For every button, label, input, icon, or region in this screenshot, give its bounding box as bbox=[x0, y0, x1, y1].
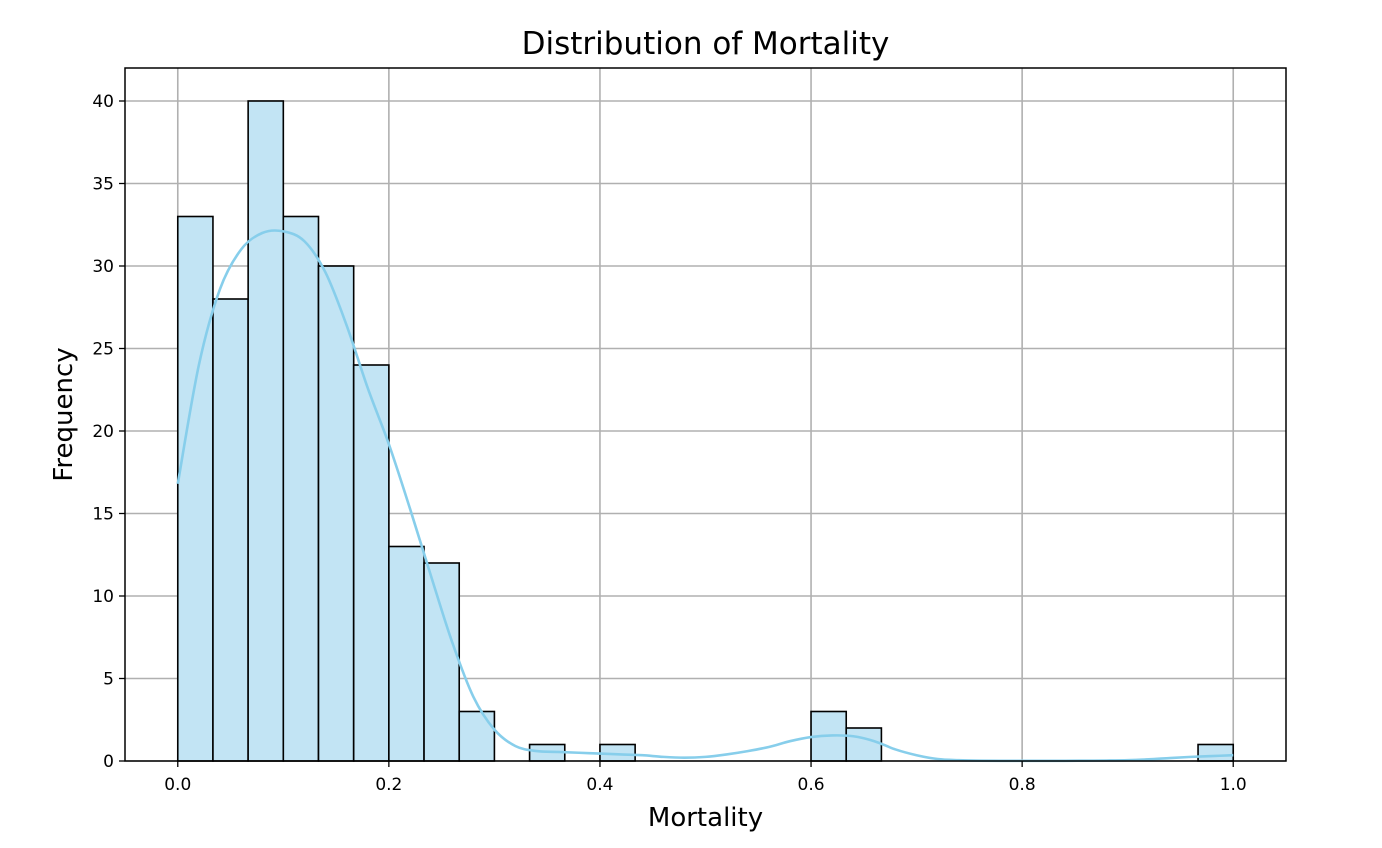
x-tick-label: 0.6 bbox=[798, 775, 825, 795]
histogram-bar bbox=[212, 298, 249, 762]
x-axis-ticks: 0.0 0.2 0.4 0.6 0.8 1.0 bbox=[164, 761, 1247, 795]
x-tick-label: 0.4 bbox=[586, 775, 613, 795]
y-tick-label: 5 bbox=[103, 670, 114, 690]
x-axis-label: Mortality bbox=[648, 803, 763, 833]
histogram-bar bbox=[282, 215, 320, 762]
x-tick-label: 0.2 bbox=[375, 775, 402, 795]
y-tick-label: 10 bbox=[92, 587, 114, 607]
y-tick-label: 40 bbox=[92, 92, 114, 112]
x-tick-label: 1.0 bbox=[1220, 775, 1247, 795]
histogram-bar bbox=[458, 710, 496, 762]
histogram-bar bbox=[176, 215, 214, 762]
histogram-bar bbox=[845, 727, 883, 762]
y-tick-label: 0 bbox=[103, 752, 114, 772]
x-tick-label: 0.0 bbox=[164, 775, 191, 795]
histogram-bar bbox=[317, 265, 355, 762]
plot-frame bbox=[124, 67, 1287, 762]
histogram-bar bbox=[247, 100, 285, 762]
x-tick-label: 0.8 bbox=[1009, 775, 1036, 795]
y-tick-label: 20 bbox=[92, 422, 114, 442]
y-tick-label: 15 bbox=[92, 505, 114, 525]
y-tick-label: 30 bbox=[92, 257, 114, 277]
chart-title: Distribution of Mortality bbox=[522, 26, 890, 62]
histogram-bar bbox=[388, 545, 425, 762]
y-tick-label: 35 bbox=[92, 175, 114, 195]
y-tick-label: 25 bbox=[92, 340, 114, 360]
histogram-bar bbox=[423, 562, 461, 762]
y-axis-label: Frequency bbox=[49, 347, 79, 481]
histogram-bar bbox=[352, 364, 390, 762]
y-axis-ticks: 0 5 10 15 20 25 30 35 40 bbox=[92, 92, 125, 772]
histogram-bar bbox=[1197, 743, 1235, 762]
